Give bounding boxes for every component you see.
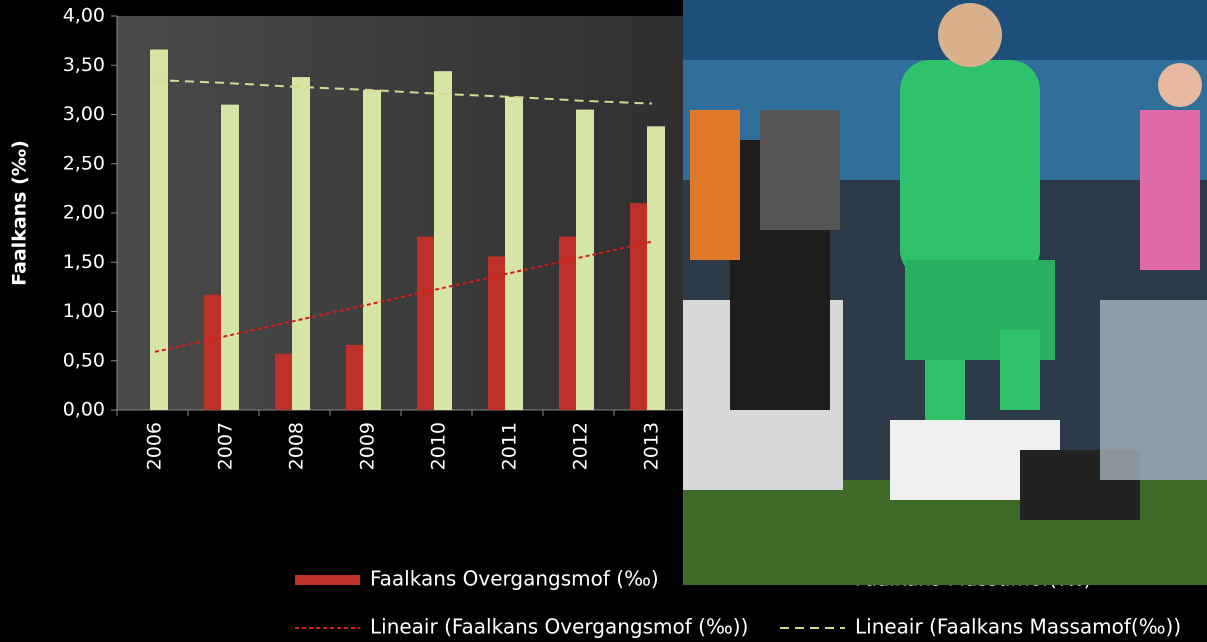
y-tick-label: 1,00 xyxy=(63,300,105,322)
y-tick-label: 2,00 xyxy=(63,202,105,224)
chart-layer: 0,00 0,50 1,00 1,50 2,00 2,50 3,00 3,50 4,00 Faal… xyxy=(9,5,1182,639)
bar xyxy=(505,96,523,411)
y-tick-label: 0,50 xyxy=(63,349,105,371)
bar xyxy=(363,89,381,410)
bar xyxy=(434,71,452,410)
trendline xyxy=(154,79,653,105)
x-tick-label: 2012 xyxy=(570,422,592,470)
x-tick-label: 2011 xyxy=(499,422,521,470)
y-axis-title: Faalkans (‰) xyxy=(9,140,31,286)
y-tick-label: 1,50 xyxy=(63,251,105,273)
y-tick-label: 0,00 xyxy=(63,399,105,421)
bar xyxy=(275,353,293,410)
bar xyxy=(647,126,665,410)
x-tick-label: 2010 xyxy=(428,422,450,470)
x-tick-label: 2006 xyxy=(144,422,166,470)
legend-label: Lineair (Faalkans Overgangsmof (‰)) xyxy=(370,615,748,639)
x-tick-label: 2007 xyxy=(215,422,237,470)
bar xyxy=(292,77,310,410)
y-tick-label: 2,50 xyxy=(63,152,105,174)
bar xyxy=(221,104,239,411)
bar xyxy=(559,236,577,410)
bar xyxy=(150,49,168,411)
bar xyxy=(417,236,435,410)
y-tick-label: 3,00 xyxy=(63,103,105,125)
legend-label: Lineair (Faalkans Massamof(‰)) xyxy=(855,615,1181,639)
legend-swatch xyxy=(295,575,360,585)
photo xyxy=(683,0,1207,585)
bar xyxy=(488,256,506,410)
x-tick-label: 2009 xyxy=(357,422,379,470)
y-tick-label: 3,50 xyxy=(63,54,105,76)
x-tick-label: 2013 xyxy=(641,422,663,470)
bar xyxy=(204,294,222,410)
bar xyxy=(346,344,364,410)
bar xyxy=(576,109,594,410)
y-tick-label: 4,00 xyxy=(63,5,105,27)
bar xyxy=(630,203,648,410)
legend-label: Faalkans Overgangsmof (‰) xyxy=(370,567,659,591)
x-tick-label: 2008 xyxy=(286,422,308,470)
trendline xyxy=(154,240,653,353)
